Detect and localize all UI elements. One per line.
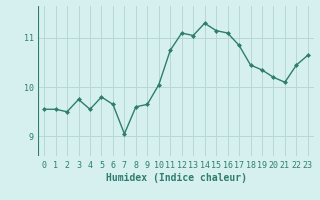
X-axis label: Humidex (Indice chaleur): Humidex (Indice chaleur) [106,173,246,183]
